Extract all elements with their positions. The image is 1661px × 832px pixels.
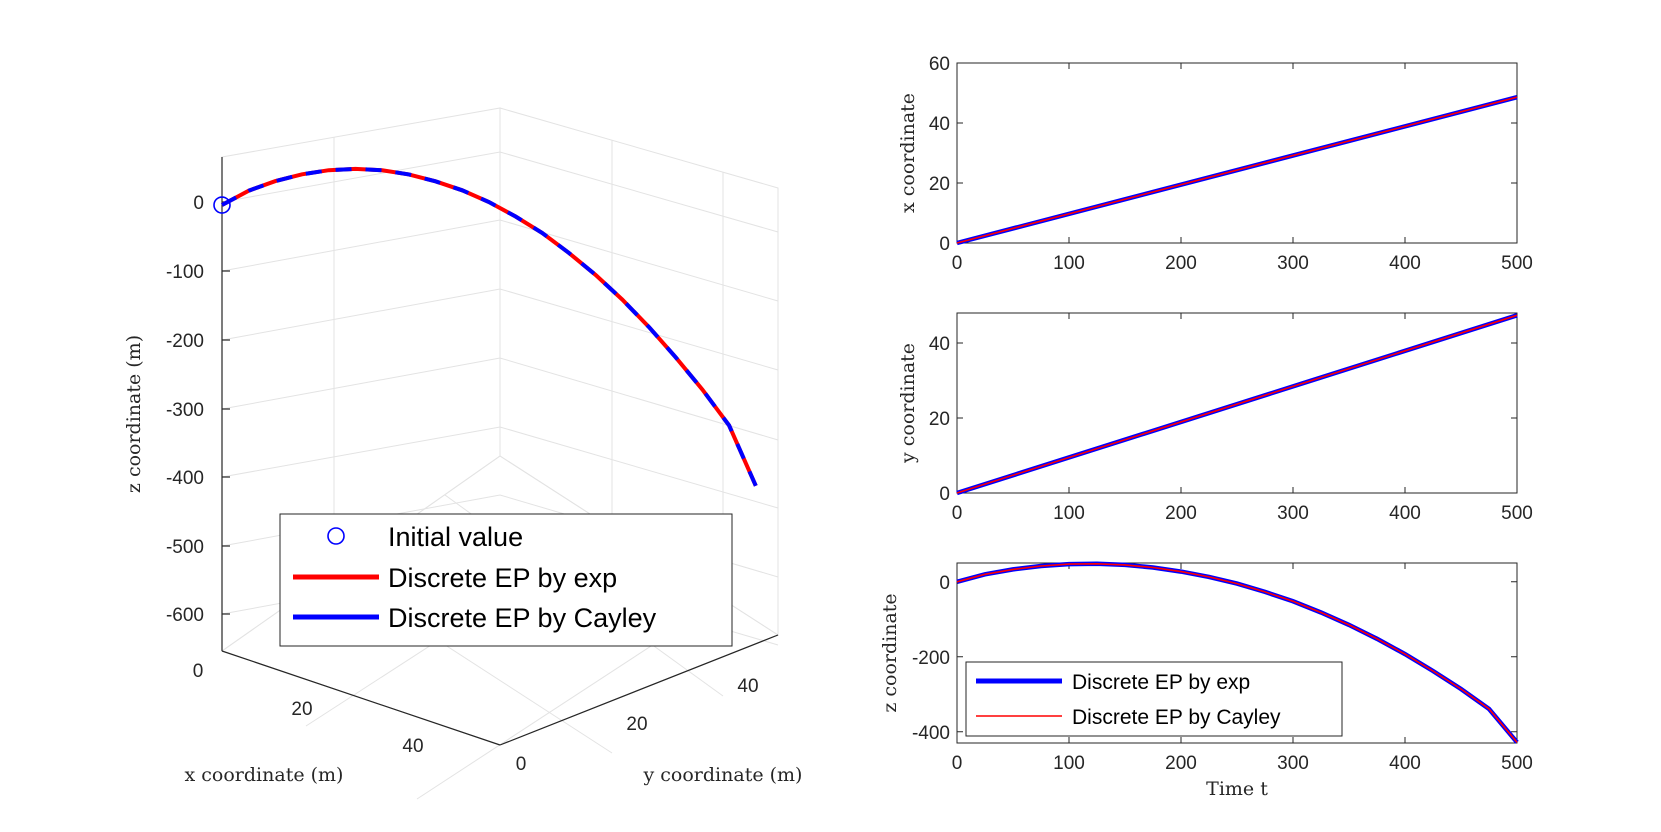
x-tick-label: 200 — [1165, 503, 1197, 524]
x-tick-label: 400 — [1389, 503, 1421, 524]
ticks-x-vs-time — [956, 62, 1518, 244]
legend-marker-initial-value — [327, 527, 345, 545]
series-z-vs-time — [956, 561, 1519, 744]
x-tick-label: 0 — [952, 253, 963, 274]
y-tick-label: -400 — [912, 723, 950, 744]
series-line-cayley — [956, 314, 1518, 494]
plot-box-x — [956, 62, 1518, 244]
z-tick-label: -300 — [166, 400, 204, 421]
x-tick-label: 400 — [1389, 253, 1421, 274]
y-tick-label: -200 — [912, 648, 950, 669]
x-tick-label: 0 — [952, 503, 963, 524]
legend-3d-box — [279, 513, 733, 647]
x-tick-label: 200 — [1165, 753, 1197, 774]
series-line-cayley — [956, 96, 1518, 244]
y-axis-label-3d: y coordinate (m) — [643, 764, 803, 786]
x-tick-label: 40 — [402, 736, 423, 757]
y-tick-label: 20 — [929, 409, 950, 430]
y-tick-label: 20 — [929, 174, 950, 195]
x-tick-label: 300 — [1277, 753, 1309, 774]
legend-label-cayley: Discrete EP by Cayley — [388, 603, 657, 633]
x-tick-label: 100 — [1053, 253, 1085, 274]
x-tick-label: 400 — [1389, 753, 1421, 774]
y-tick-label: 40 — [929, 114, 950, 135]
chart-z-vs-time: 0 100 200 300 400 500 0 -200 -400 z coor… — [879, 561, 1533, 800]
chart-3d: 0 -100 -200 -300 -400 -500 -600 0 20 40 … — [123, 107, 803, 800]
series-y-vs-time — [956, 313, 1518, 496]
x-tick-label: 0 — [952, 753, 963, 774]
x-tick-label: 0 — [193, 661, 204, 682]
legend-z-box — [965, 661, 1343, 737]
legend-label-exp: Discrete EP by exp — [1072, 671, 1250, 694]
x-tick-label: 20 — [291, 699, 312, 720]
x-axis-label-3d: x coordinate (m) — [185, 764, 344, 786]
x-tick-label: 500 — [1501, 503, 1533, 524]
plot-box-y — [956, 312, 1518, 494]
ticks-y-vs-time — [956, 313, 1518, 494]
series-line-exp — [221, 166, 758, 487]
initial-value-marker — [213, 196, 231, 214]
x-tick-label: 300 — [1277, 503, 1309, 524]
legend-label-initial-value: Initial value — [388, 522, 523, 552]
y-tick-label: 0 — [939, 573, 950, 594]
x-tick-label: 500 — [1501, 253, 1533, 274]
y-axis-label-x: x coordinate — [897, 93, 919, 213]
legend-3d: Initial value Discrete EP by exp Discret… — [279, 513, 733, 647]
y-tick-label: 0 — [939, 234, 950, 255]
series-line-cayley — [956, 562, 1518, 743]
grid-3d — [220, 107, 780, 800]
z-tick-label: 0 — [193, 193, 204, 214]
series-x-vs-time — [956, 95, 1518, 246]
y-tick-label: 40 — [929, 334, 950, 355]
z-tick-label: -500 — [166, 537, 204, 558]
z-tick-labels-3d: 0 -100 -200 -300 -400 -500 -600 — [166, 193, 204, 626]
legend-label-exp: Discrete EP by exp — [388, 563, 617, 593]
x-tick-label: 500 — [1501, 753, 1533, 774]
z-axis-label-3d: z coordinate (m) — [123, 335, 145, 493]
trajectory-series-3d — [213, 166, 758, 487]
x-tick-label: 300 — [1277, 253, 1309, 274]
y-tick-label: 0 — [516, 754, 527, 775]
z-tick-label: -400 — [166, 468, 204, 489]
y-tick-label: 40 — [737, 676, 758, 697]
x-tick-label: 100 — [1053, 503, 1085, 524]
x-tick-labels-3d: 0 20 40 — [193, 661, 424, 757]
y-tick-labels-3d: 0 20 40 — [516, 676, 759, 775]
chart-y-vs-time: 0 100 200 300 400 500 0 20 40 y coordina… — [897, 312, 1533, 524]
x-tick-label: 100 — [1053, 753, 1085, 774]
y-axis-label-z: z coordinate — [879, 593, 901, 712]
plot-box-z — [956, 562, 1518, 744]
y-axis-label-y: y coordinate — [897, 343, 919, 464]
y-tick-label: 0 — [939, 484, 950, 505]
z-tick-label: -100 — [166, 262, 204, 283]
z-tick-label: -200 — [166, 331, 204, 352]
legend-z: Discrete EP by exp Discrete EP by Cayley — [965, 661, 1343, 737]
chart-x-vs-time: 0 100 200 300 400 500 0 20 40 60 x coord… — [897, 54, 1533, 274]
x-tick-label: 200 — [1165, 253, 1197, 274]
y-tick-label: 20 — [626, 714, 647, 735]
legend-label-cayley: Discrete EP by Cayley — [1072, 706, 1281, 729]
series-line-cayley — [221, 166, 758, 487]
x-axis-label-time: Time t — [1206, 778, 1268, 800]
y-tick-label: 60 — [929, 54, 950, 75]
z-tick-label: -600 — [166, 605, 204, 626]
